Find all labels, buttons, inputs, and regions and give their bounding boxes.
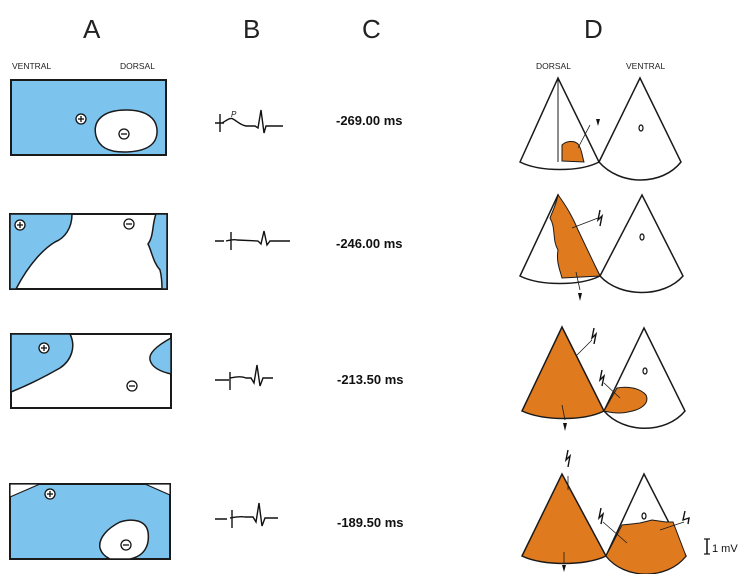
plus-extremum-icon: [44, 488, 56, 500]
scale-bar: [704, 538, 710, 555]
heart-d-row-2: [519, 193, 684, 301]
map-a-row-1: [10, 79, 167, 156]
heart-d-row-3: [520, 325, 686, 431]
minus-extremum-icon: [123, 218, 135, 230]
time-label-row-4: -189.50 ms: [337, 515, 404, 530]
heart-d-row-4: [521, 449, 690, 574]
electrogram-row-4: [215, 502, 278, 528]
p-wave-label: P: [231, 110, 237, 119]
minus-extremum-icon: [120, 539, 132, 551]
dorsal-label-d: DORSAL: [536, 61, 571, 71]
heart-d-row-1: [519, 76, 682, 181]
panel-label-c: C: [362, 14, 381, 44]
panel-label-b: B: [243, 14, 260, 44]
map-a-row-3: [10, 333, 172, 409]
map-a-row-4: [9, 483, 171, 560]
time-label-row-2: -246.00 ms: [336, 236, 403, 251]
minus-extremum-icon: [118, 128, 130, 140]
electrogram-row-2: [215, 230, 290, 250]
electrogram-row-3: [215, 364, 273, 390]
panel-label-a: A: [83, 14, 101, 44]
ventral-label-d: VENTRAL: [626, 61, 665, 71]
dorsal-label-a: DORSAL: [120, 61, 155, 71]
scale-bar-label: 1 mV: [712, 543, 738, 555]
electrogram-row-1: [215, 109, 283, 134]
panel-label-d: D: [584, 14, 603, 44]
minus-extremum-icon: [126, 380, 138, 392]
plus-extremum-icon: [14, 219, 26, 231]
time-label-row-3: -213.50 ms: [337, 372, 404, 387]
time-label-row-1: -269.00 ms: [336, 113, 403, 128]
plus-extremum-icon: [38, 342, 50, 354]
map-a-row-2: [9, 213, 168, 290]
plus-extremum-icon: [75, 113, 87, 125]
ventral-label-a: VENTRAL: [12, 61, 51, 71]
